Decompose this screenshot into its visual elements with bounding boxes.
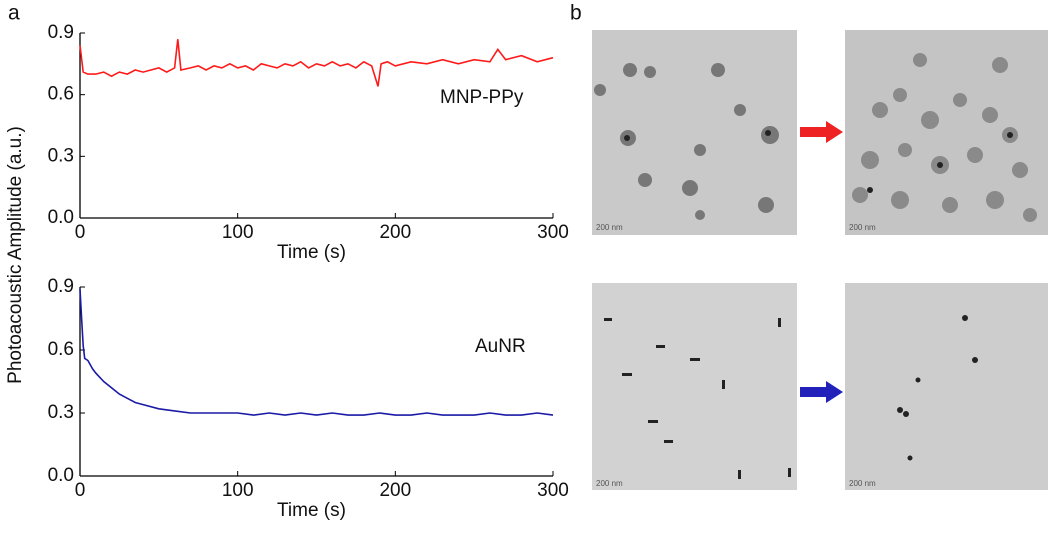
- x-axis-label: Time (s): [277, 500, 346, 521]
- scale-bar-label: 200 nm: [596, 223, 623, 232]
- data-line: [79, 289, 554, 416]
- x-tick-label: 200: [379, 222, 411, 243]
- scale-bar-label: 200 nm: [849, 479, 876, 488]
- y-tick-label: 0.9: [48, 276, 74, 297]
- x-tick-label: 100: [222, 222, 254, 243]
- tem-images: 200 nm 200 nm 200 nm 200 nm: [592, 30, 1048, 490]
- scale-bar-label: 200 nm: [596, 479, 623, 488]
- y-tick-label: 0.9: [48, 22, 74, 43]
- y-tick-label: 0.3: [48, 145, 74, 166]
- panel-label: b: [570, 2, 582, 25]
- annotation: AuNR: [475, 336, 526, 357]
- y-tick-label: 0.6: [48, 339, 74, 360]
- y-tick-label: 0.0: [48, 207, 74, 228]
- x-tick-label: 300: [537, 222, 569, 243]
- panel-label: a: [8, 2, 20, 25]
- y-tick-label: 0.3: [48, 402, 74, 423]
- x-tick-label: 100: [222, 480, 254, 501]
- annotation: MNP-PPy: [440, 87, 524, 108]
- x-tick-label: 0: [75, 222, 86, 243]
- x-tick-label: 0: [75, 480, 86, 501]
- y-tick-label: 0.0: [48, 465, 74, 486]
- x-tick-label: 200: [379, 480, 411, 501]
- x-axis-label: Time (s): [277, 242, 346, 263]
- data-line: [79, 39, 554, 87]
- y-axis-label: Photoacoustic Amplitude (a.u.): [5, 126, 26, 384]
- scale-bar-label: 200 nm: [849, 223, 876, 232]
- y-tick-label: 0.6: [48, 84, 74, 105]
- x-tick-label: 300: [537, 480, 569, 501]
